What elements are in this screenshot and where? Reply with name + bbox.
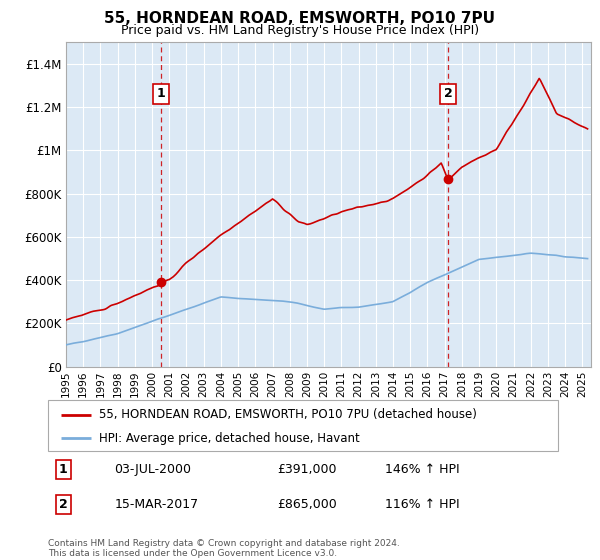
Text: 2: 2	[444, 87, 452, 100]
Text: 1: 1	[156, 87, 165, 100]
Text: 116% ↑ HPI: 116% ↑ HPI	[385, 498, 459, 511]
Text: Price paid vs. HM Land Registry's House Price Index (HPI): Price paid vs. HM Land Registry's House …	[121, 24, 479, 37]
Text: 15-MAR-2017: 15-MAR-2017	[114, 498, 199, 511]
Text: 55, HORNDEAN ROAD, EMSWORTH, PO10 7PU: 55, HORNDEAN ROAD, EMSWORTH, PO10 7PU	[104, 11, 496, 26]
Text: 2: 2	[59, 498, 68, 511]
Text: £391,000: £391,000	[277, 463, 337, 476]
Text: 1: 1	[59, 463, 68, 476]
Text: HPI: Average price, detached house, Havant: HPI: Average price, detached house, Hava…	[99, 432, 360, 445]
Text: This data is licensed under the Open Government Licence v3.0.: This data is licensed under the Open Gov…	[48, 549, 337, 558]
Text: £865,000: £865,000	[277, 498, 337, 511]
Text: 146% ↑ HPI: 146% ↑ HPI	[385, 463, 459, 476]
Text: 03-JUL-2000: 03-JUL-2000	[114, 463, 191, 476]
Text: Contains HM Land Registry data © Crown copyright and database right 2024.: Contains HM Land Registry data © Crown c…	[48, 539, 400, 548]
Text: 55, HORNDEAN ROAD, EMSWORTH, PO10 7PU (detached house): 55, HORNDEAN ROAD, EMSWORTH, PO10 7PU (d…	[99, 408, 477, 421]
